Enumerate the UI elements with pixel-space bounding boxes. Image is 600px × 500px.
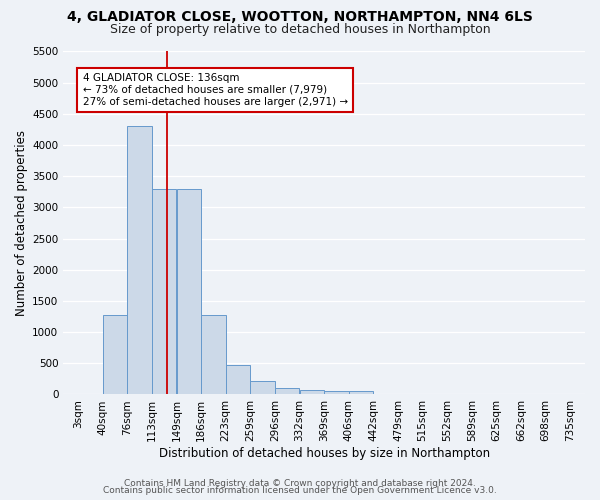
Bar <box>349 392 373 394</box>
Bar <box>103 316 127 394</box>
Text: 4 GLADIATOR CLOSE: 136sqm
← 73% of detached houses are smaller (7,979)
27% of se: 4 GLADIATOR CLOSE: 136sqm ← 73% of detac… <box>83 74 348 106</box>
X-axis label: Distribution of detached houses by size in Northampton: Distribution of detached houses by size … <box>158 447 490 460</box>
Y-axis label: Number of detached properties: Number of detached properties <box>15 130 28 316</box>
Bar <box>299 390 324 394</box>
Text: Contains public sector information licensed under the Open Government Licence v3: Contains public sector information licen… <box>103 486 497 495</box>
Bar <box>127 126 152 394</box>
Text: Contains HM Land Registry data © Crown copyright and database right 2024.: Contains HM Land Registry data © Crown c… <box>124 478 476 488</box>
Bar <box>176 188 201 394</box>
Bar <box>275 388 299 394</box>
Bar <box>250 380 275 394</box>
Text: Size of property relative to detached houses in Northampton: Size of property relative to detached ho… <box>110 22 490 36</box>
Bar <box>201 314 226 394</box>
Bar <box>324 392 349 394</box>
Bar <box>226 364 250 394</box>
Bar <box>152 188 176 394</box>
Text: 4, GLADIATOR CLOSE, WOOTTON, NORTHAMPTON, NN4 6LS: 4, GLADIATOR CLOSE, WOOTTON, NORTHAMPTON… <box>67 10 533 24</box>
